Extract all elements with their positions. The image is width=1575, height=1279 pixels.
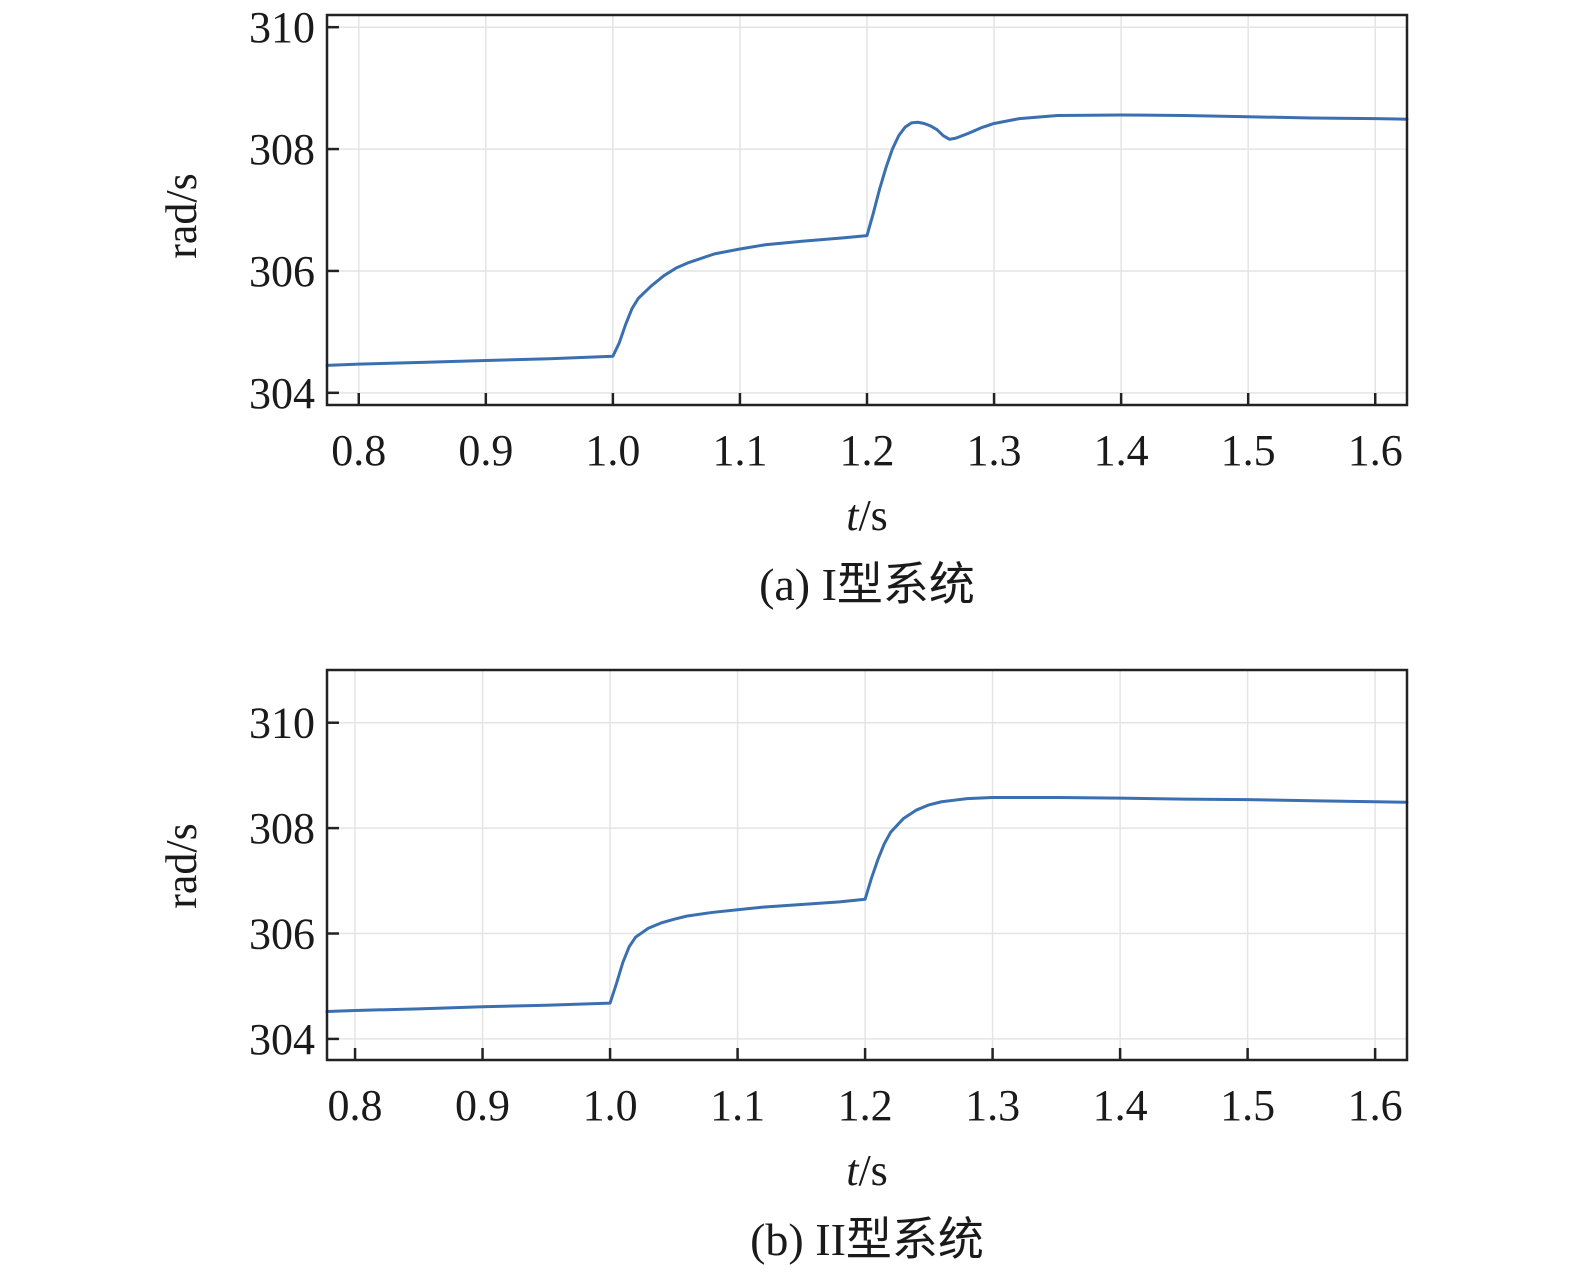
caption-a: (a) I型系统 [759, 559, 975, 610]
y-tick-label: 308 [249, 125, 315, 174]
caption-b: (b) II型系统 [750, 1214, 984, 1265]
x-tick-label: 0.8 [331, 426, 386, 475]
ticks-a [327, 25, 1377, 405]
ticks-b [327, 721, 1377, 1060]
x-tick-label: 1.0 [585, 426, 640, 475]
x-tick-labels-a: 0.8 0.9 1.0 1.1 1.2 1.3 1.4 1.5 1.6 [331, 426, 1402, 475]
x-axis-label-unit-a: /s [858, 491, 887, 540]
grid-b [327, 670, 1407, 1060]
y-tick-labels-b: 304 306 308 310 [249, 699, 315, 1064]
x-tick-label: 1.4 [1093, 1081, 1148, 1130]
x-axis-label-var-a: t [846, 491, 860, 540]
y-tick-label: 304 [249, 369, 315, 418]
x-axis-label-a: t/s [846, 491, 888, 540]
plot-frame-b [325, 668, 1409, 1062]
panel-a: 304 306 308 310 0.8 0.9 1.0 1.1 1.2 1.3 1.4 1.5 1.6… [157, 3, 1409, 610]
y-tick-label: 310 [249, 3, 315, 52]
x-tick-label: 0.8 [328, 1081, 383, 1130]
x-tick-label: 1.2 [840, 426, 895, 475]
grid-a [327, 15, 1407, 405]
series-line-a [325, 113, 1409, 367]
y-tick-labels-a: 304 306 308 310 [249, 3, 315, 418]
x-tick-label: 1.5 [1221, 426, 1276, 475]
x-tick-label: 1.1 [712, 426, 767, 475]
x-tick-label: 1.3 [965, 1081, 1020, 1130]
x-tick-label: 1.6 [1348, 1081, 1403, 1130]
y-tick-label: 310 [249, 699, 315, 748]
y-tick-label: 306 [249, 247, 315, 296]
y-axis-label-a: rad/s [157, 173, 206, 259]
x-tick-label: 1.3 [967, 426, 1022, 475]
x-axis-label-unit-b: /s [858, 1146, 887, 1195]
x-tick-label: 1.5 [1220, 1081, 1275, 1130]
x-tick-label: 1.2 [838, 1081, 893, 1130]
x-tick-label: 1.0 [583, 1081, 638, 1130]
series-line-b [325, 796, 1409, 1014]
x-axis-label-b: t/s [846, 1146, 888, 1195]
y-tick-label: 308 [249, 804, 315, 853]
x-tick-label: 1.4 [1094, 426, 1149, 475]
x-tick-label: 1.6 [1348, 426, 1403, 475]
x-tick-label: 0.9 [455, 1081, 510, 1130]
x-tick-labels-b: 0.8 0.9 1.0 1.1 1.2 1.3 1.4 1.5 1.6 [328, 1081, 1403, 1130]
x-tick-label: 0.9 [458, 426, 513, 475]
y-axis-label-b: rad/s [157, 823, 206, 909]
x-tick-label: 1.1 [710, 1081, 765, 1130]
panel-b: 304 306 308 310 0.8 0.9 1.0 1.1 1.2 1.3 1.4 1.5 1.6… [157, 668, 1409, 1265]
x-axis-label-var-b: t [846, 1146, 860, 1195]
y-tick-label: 306 [249, 910, 315, 959]
y-tick-label: 304 [249, 1015, 315, 1064]
